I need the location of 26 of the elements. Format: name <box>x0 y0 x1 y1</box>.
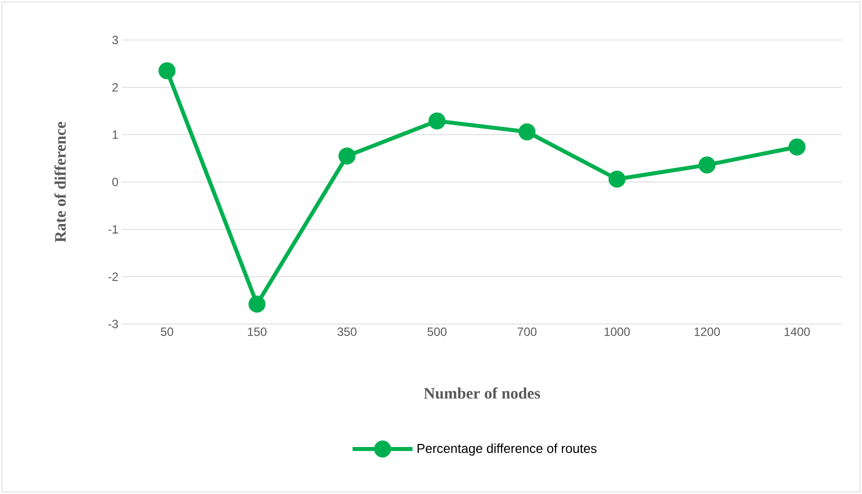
point <box>698 156 716 174</box>
x-tick-label: 1400 <box>784 328 810 336</box>
x-tick-label: 500 <box>428 328 447 336</box>
y-axis-title: Rate of difference <box>54 122 66 242</box>
y-tick-label: 1 <box>112 130 118 139</box>
x-tick-label: 350 <box>337 328 357 336</box>
x-tick-label: 1000 <box>604 328 630 336</box>
y-tick-label: -1 <box>108 225 118 234</box>
point <box>158 62 176 80</box>
x-tick-label: 1200 <box>694 328 720 336</box>
point <box>608 170 626 188</box>
point <box>248 296 266 313</box>
x-tick-label: 150 <box>248 328 267 336</box>
point <box>428 112 446 130</box>
y-tick-label: 0 <box>112 178 118 186</box>
point <box>788 138 806 156</box>
y-tick-label: 3 <box>112 36 118 44</box>
legend-label: Percentage difference of routes <box>418 444 597 456</box>
x-tick-label: 700 <box>518 328 537 336</box>
y-tick-label: -2 <box>108 272 118 281</box>
y-tick-label: 2 <box>112 83 118 92</box>
y-tick-label: -3 <box>108 320 118 328</box>
x-axis-title: Number of nodes <box>424 387 540 399</box>
point <box>338 147 356 164</box>
point <box>518 123 536 140</box>
x-tick-label: 50 <box>160 328 174 336</box>
